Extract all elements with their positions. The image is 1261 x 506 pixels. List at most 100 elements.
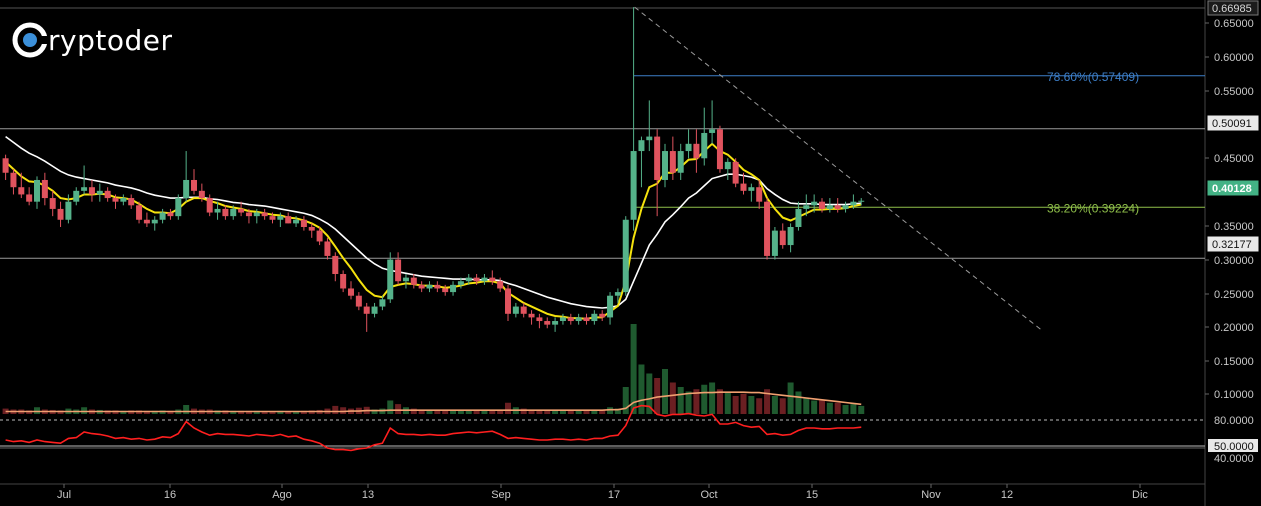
candle-body <box>371 306 378 314</box>
price-tag-box <box>1207 115 1259 131</box>
volume-bar <box>544 410 551 414</box>
time-tick-label: Jul <box>57 489 71 501</box>
candle-body <box>293 219 300 224</box>
candle-body <box>614 292 621 296</box>
candle-body <box>709 129 716 133</box>
candle-body <box>544 321 551 325</box>
candle-body <box>701 132 708 159</box>
oscillator-line <box>5 404 862 452</box>
candle-body <box>685 143 692 152</box>
volume-bar <box>183 405 190 414</box>
candle-body <box>724 161 731 170</box>
candle-body <box>88 187 95 195</box>
volume-bar <box>285 411 292 414</box>
volume-bar <box>756 398 763 414</box>
volume-bar <box>740 393 747 414</box>
volume-bar <box>771 396 778 414</box>
candle-body <box>450 284 457 293</box>
price-tick-label: 0.35000 <box>1214 221 1254 233</box>
osc-tick-label: 80.0000 <box>1214 415 1254 427</box>
candle-body <box>559 317 566 322</box>
volume-bar <box>434 409 441 414</box>
candle-body <box>528 313 535 318</box>
candle-body <box>183 179 190 199</box>
candle-body <box>300 219 307 227</box>
price-tag-label: 0.32177 <box>1212 239 1252 251</box>
volume-bar <box>669 382 676 414</box>
candle-body <box>677 151 684 173</box>
candle-body <box>136 205 143 220</box>
volume-bar <box>787 382 794 414</box>
volume-bar <box>497 409 504 414</box>
candle-body <box>669 151 676 173</box>
price-tick-label: 0.10000 <box>1214 389 1254 401</box>
volume-bar <box>654 378 661 414</box>
candle-body <box>206 198 213 213</box>
candle-body <box>583 317 590 322</box>
candle-body <box>151 219 158 224</box>
candle-body <box>748 187 755 191</box>
fib-level-label: 78.60%(0.57409) <box>1047 70 1139 84</box>
volume-bar <box>340 407 347 414</box>
candle-body <box>128 198 135 206</box>
candle-body <box>18 187 25 195</box>
candle-body <box>2 158 9 173</box>
candle-body <box>332 255 339 275</box>
candle-body <box>81 187 88 191</box>
volume-bar <box>528 409 535 414</box>
volume-bar <box>701 384 708 414</box>
candle-body <box>756 187 763 202</box>
candle-body <box>489 277 496 282</box>
volume-bar <box>457 409 464 414</box>
candle-body <box>481 277 488 282</box>
candle-body <box>410 277 417 285</box>
candle-body <box>277 216 284 220</box>
candle-body <box>143 219 150 224</box>
volume-bar <box>387 400 394 414</box>
candle-body <box>473 277 480 282</box>
volume-bar <box>779 398 786 414</box>
candle-body <box>693 143 700 159</box>
volume-bar <box>410 408 417 414</box>
candle-body <box>552 321 559 325</box>
candle-body <box>607 295 614 318</box>
volume-bar <box>803 398 810 414</box>
trendline <box>634 6 1044 332</box>
volume-bar <box>489 410 496 414</box>
candle-body <box>379 299 386 307</box>
price-tick-label: 0.25000 <box>1214 289 1254 301</box>
candle-body <box>402 277 409 282</box>
candle-body <box>191 179 197 191</box>
osc-tick-label: 40.0000 <box>1214 453 1254 465</box>
volume-bar <box>622 387 629 414</box>
candle-body <box>434 284 441 289</box>
candle-body <box>599 313 606 318</box>
candle-body <box>57 208 64 220</box>
volume-bar <box>371 409 378 414</box>
candle-body <box>395 259 402 282</box>
volume-bar <box>795 391 802 414</box>
volume-bar <box>716 389 723 414</box>
ema-slow-line <box>5 135 862 309</box>
volume-bar <box>238 410 245 414</box>
candle-body <box>646 136 653 141</box>
price-tag-label: 0.66985 <box>1212 3 1252 15</box>
candle-body <box>795 208 802 227</box>
volume-bar <box>293 411 300 414</box>
volume-bar <box>442 409 449 414</box>
candle-body <box>175 198 182 217</box>
candle-body <box>387 259 394 300</box>
price-tag-box <box>1207 0 1259 16</box>
time-tick-label: 13 <box>362 489 374 501</box>
volume-bar <box>662 369 668 414</box>
price-tick-label: 0.60000 <box>1214 52 1254 64</box>
volume-bar <box>536 409 543 414</box>
candle-body <box>355 295 362 307</box>
candle-body <box>418 284 425 289</box>
candle-body <box>34 179 40 202</box>
candle-body <box>104 190 111 199</box>
volume-bar <box>748 396 755 414</box>
volume-bar <box>473 410 480 414</box>
candle-body <box>630 151 637 220</box>
